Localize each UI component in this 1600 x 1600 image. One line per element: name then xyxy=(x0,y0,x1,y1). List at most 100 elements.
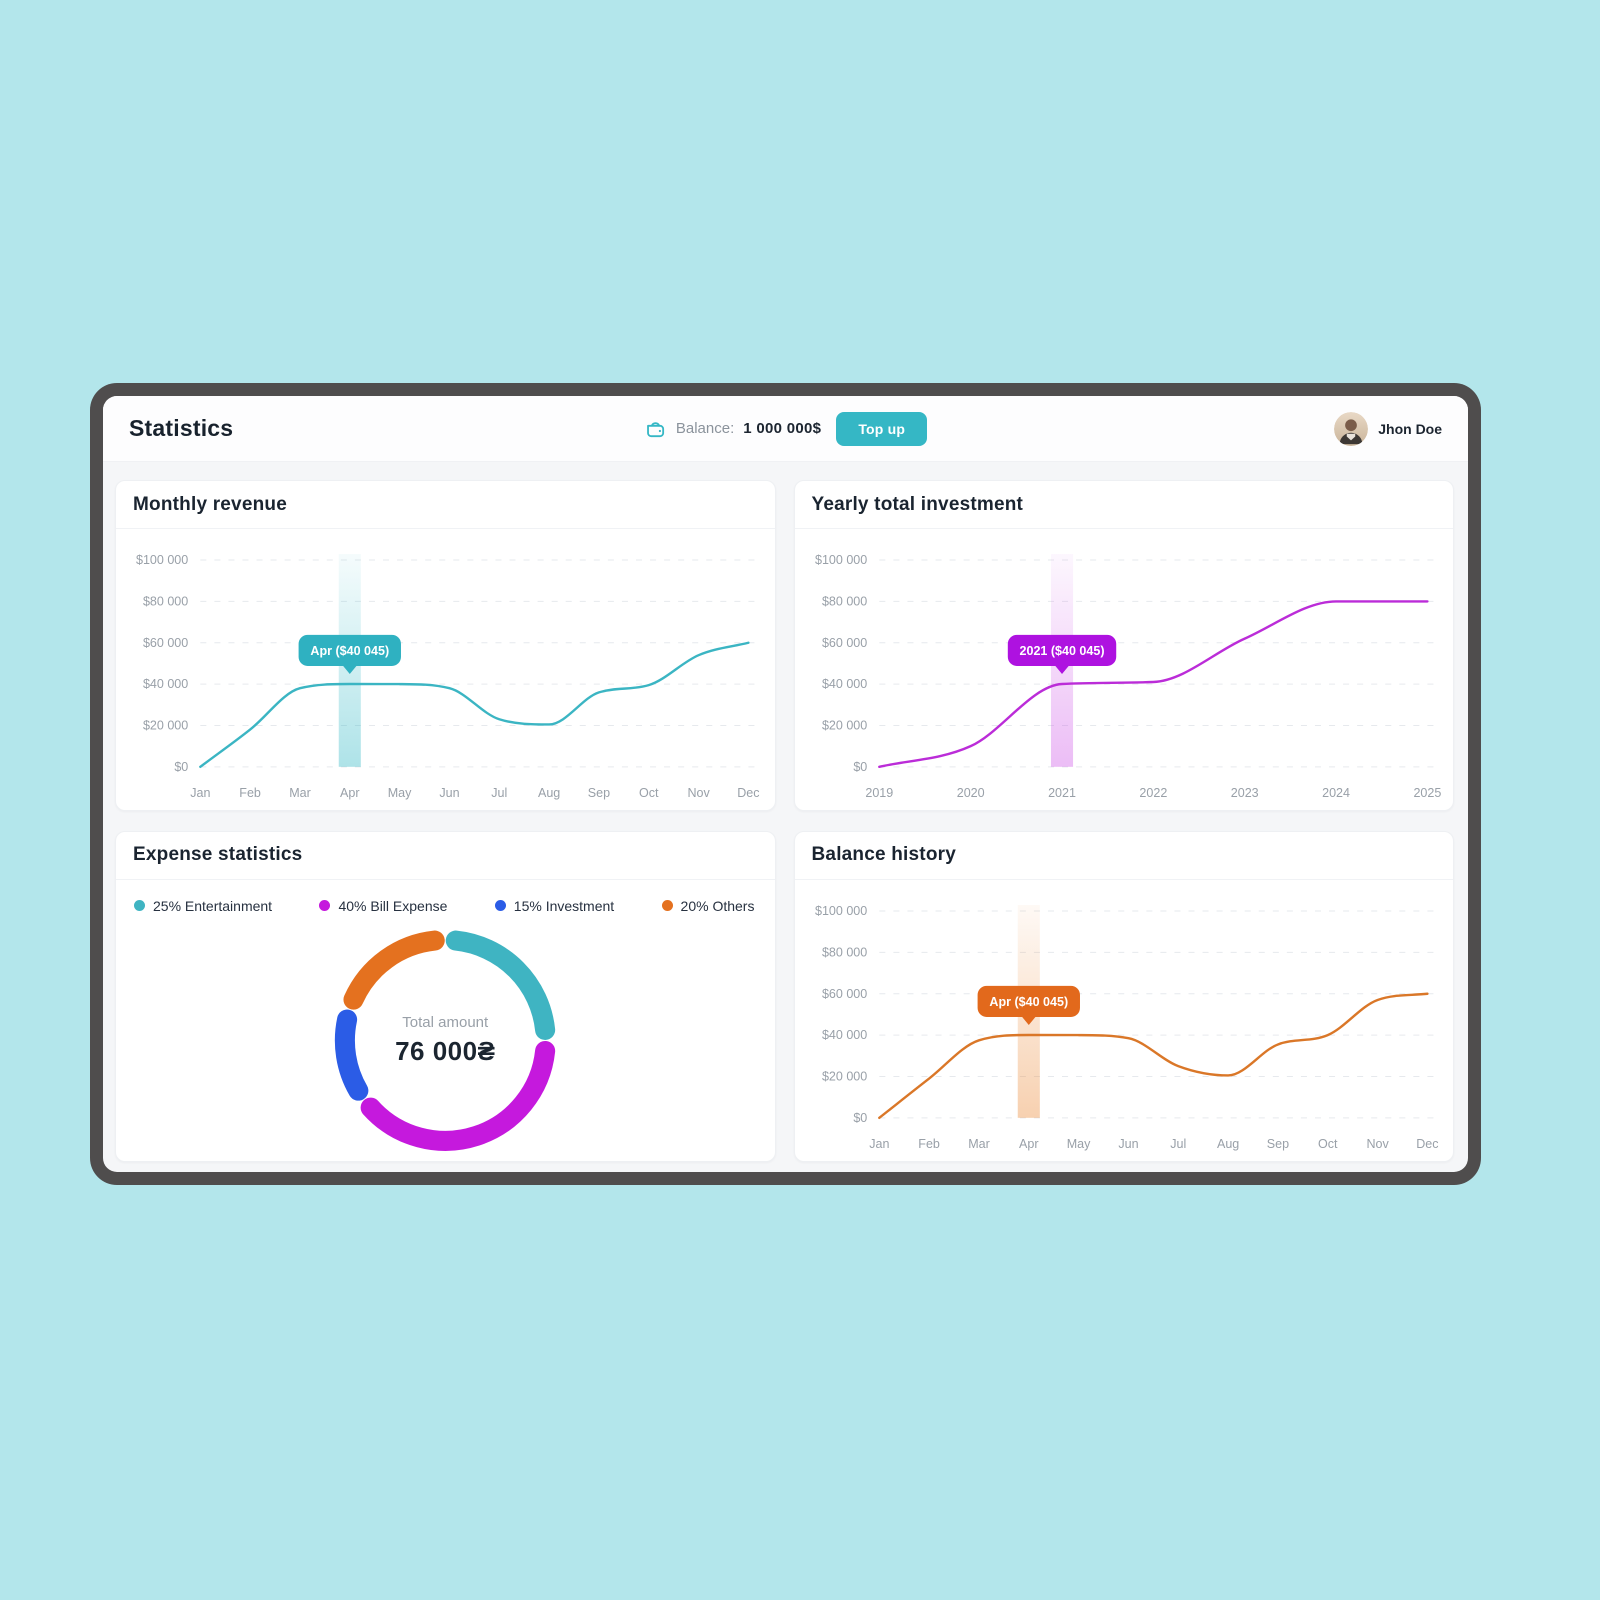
top-up-button[interactable]: Top up xyxy=(836,411,928,446)
donut-segment-bill-expense xyxy=(360,1040,556,1151)
card-title-monthly-revenue: Monthly revenue xyxy=(133,493,287,515)
card-monthly-revenue: Monthly revenue $0 $20 000 $40 000 $60 000 $… xyxy=(115,480,776,811)
card-header: Expense statistics xyxy=(116,832,775,880)
balance-label: Balance: xyxy=(675,420,735,437)
svg-text:2025: 2025 xyxy=(1413,786,1441,800)
expense-donut-chart xyxy=(116,920,775,1161)
card-title-yearly-investment: Yearly total investment xyxy=(811,493,1024,515)
svg-text:2023: 2023 xyxy=(1230,786,1258,800)
donut-wrap: Total amount 76 000₴ xyxy=(116,920,775,1161)
svg-text:Nov: Nov xyxy=(687,786,710,800)
legend-label: 15% Investment xyxy=(513,897,615,914)
legend-label: 25% Entertainment xyxy=(153,897,273,914)
svg-text:$100 000: $100 000 xyxy=(814,904,866,918)
svg-text:Aug: Aug xyxy=(1216,1137,1238,1151)
svg-text:$80 000: $80 000 xyxy=(143,594,188,608)
legend-dot-entertainment xyxy=(134,900,145,912)
monthly-revenue-chart: $0 $20 000 $40 000 $60 000 $80 000 $100 000 Ja… xyxy=(116,529,775,810)
svg-text:$0: $0 xyxy=(853,760,867,774)
svg-text:Jan: Jan xyxy=(869,1137,889,1151)
balance-value: 1 000 000$ xyxy=(743,420,822,437)
series-line xyxy=(877,600,1429,769)
user-avatar xyxy=(1334,411,1369,446)
donut-segment-investment xyxy=(334,1009,369,1101)
card-header: Monthly revenue xyxy=(116,481,775,529)
app-window: Statistics Balance: 1 000 000$ Top up xyxy=(90,383,1481,1185)
svg-text:$20 000: $20 000 xyxy=(821,718,866,732)
monthly-revenue-svg: $0 $20 000 $40 000 $60 000 $80 000 $100 000 Ja… xyxy=(136,553,760,800)
page-title: Statistics xyxy=(129,415,234,441)
svg-text:May: May xyxy=(1066,1137,1090,1151)
dashboard: Statistics Balance: 1 000 000$ Top up xyxy=(103,396,1468,1172)
legend-label: 40% Bill Expense xyxy=(338,897,448,914)
svg-text:2022: 2022 xyxy=(1139,786,1167,800)
svg-text:Sep: Sep xyxy=(588,786,610,800)
svg-text:2024: 2024 xyxy=(1322,786,1350,800)
svg-text:Feb: Feb xyxy=(918,1137,940,1151)
svg-text:Apr ($40 045): Apr ($40 045) xyxy=(310,644,389,658)
legend-item-others: 20% Others xyxy=(661,897,755,914)
wallet-icon xyxy=(644,417,667,440)
svg-text:Dec: Dec xyxy=(1416,1137,1438,1151)
svg-text:Apr: Apr xyxy=(340,786,360,800)
svg-text:$80 000: $80 000 xyxy=(821,945,866,959)
svg-text:$60 000: $60 000 xyxy=(143,636,188,650)
legend-dot-investment xyxy=(494,900,506,912)
svg-text:Feb: Feb xyxy=(239,786,261,800)
balance-history-chart: $0 $20 000 $40 000 $60 000 $80 000 $100 000 Ja… xyxy=(795,880,1454,1161)
svg-text:Jun: Jun xyxy=(1118,1137,1138,1151)
card-balance-history: Balance history $0 $20 000 $40 000 $60 000 $… xyxy=(793,830,1454,1162)
svg-text:Aug: Aug xyxy=(538,786,560,800)
svg-text:Dec: Dec xyxy=(737,786,759,800)
svg-text:$60 000: $60 000 xyxy=(821,987,866,1001)
svg-text:2019: 2019 xyxy=(865,786,893,800)
svg-text:2021 ($40 045): 2021 ($40 045) xyxy=(1019,644,1104,658)
svg-text:Oct: Oct xyxy=(1317,1137,1337,1151)
chart-tooltip: Apr ($40 045) xyxy=(977,985,1080,1025)
svg-text:Mar: Mar xyxy=(968,1137,990,1151)
svg-text:$100 000: $100 000 xyxy=(136,553,188,567)
card-expense-statistics: Expense statistics 25% Entertainment 40%… xyxy=(115,830,776,1162)
series-line xyxy=(877,992,1429,1119)
svg-text:Apr ($40 045): Apr ($40 045) xyxy=(989,995,1068,1009)
donut-segment-entertainment xyxy=(445,930,556,1040)
svg-text:$20 000: $20 000 xyxy=(143,718,188,732)
legend-dot-others xyxy=(661,900,673,912)
svg-text:May: May xyxy=(388,786,412,800)
svg-text:$0: $0 xyxy=(174,760,188,774)
donut-segment-others xyxy=(343,930,445,1010)
card-yearly-investment: Yearly total investment $0 $20 000 $40 000… xyxy=(793,480,1454,811)
svg-text:$100 000: $100 000 xyxy=(814,553,866,567)
legend-item-bill-expense: 40% Bill Expense xyxy=(319,898,447,914)
user-menu[interactable]: Jhon Doe xyxy=(927,411,1443,446)
svg-text:2020: 2020 xyxy=(956,786,984,800)
svg-text:Apr: Apr xyxy=(1019,1137,1039,1151)
yearly-investment-chart: $0 $20 000 $40 000 $60 000 $80 000 $100 000 20… xyxy=(795,529,1454,810)
chart-tooltip: 2021 ($40 045) xyxy=(1007,634,1116,674)
svg-text:$0: $0 xyxy=(853,1111,867,1125)
card-header: Yearly total investment xyxy=(794,481,1453,529)
legend-item-investment: 15% Investment xyxy=(494,897,615,914)
svg-text:$80 000: $80 000 xyxy=(821,594,866,608)
card-title-balance-history: Balance history xyxy=(811,844,956,866)
yearly-investment-svg: $0 $20 000 $40 000 $60 000 $80 000 $100 000 20… xyxy=(814,553,1441,800)
card-title-expense-statistics: Expense statistics xyxy=(133,844,303,866)
chart-tooltip: Apr ($40 045) xyxy=(298,634,401,674)
legend-item-entertainment: 25% Entertainment xyxy=(134,898,272,914)
donut-legend: 25% Entertainment 40% Bill Expense 15% I… xyxy=(116,880,775,920)
svg-text:Sep: Sep xyxy=(1266,1137,1288,1151)
svg-text:$40 000: $40 000 xyxy=(143,677,188,691)
user-name: Jhon Doe xyxy=(1378,420,1443,437)
balance-group: Balance: 1 000 000$ Top up xyxy=(644,411,928,446)
svg-text:Mar: Mar xyxy=(289,786,311,800)
svg-text:$20 000: $20 000 xyxy=(821,1069,866,1083)
dashboard-body: Monthly revenue $0 $20 000 $40 000 $60 000 $… xyxy=(103,462,1468,1172)
expense-statistics-svg xyxy=(334,930,556,1151)
svg-text:Oct: Oct xyxy=(639,786,659,800)
svg-text:$60 000: $60 000 xyxy=(821,636,866,650)
series-line xyxy=(199,641,750,769)
svg-text:$40 000: $40 000 xyxy=(821,677,866,691)
balance-history-svg: $0 $20 000 $40 000 $60 000 $80 000 $100 000 Ja… xyxy=(814,904,1438,1151)
legend-label: 20% Others xyxy=(680,897,755,914)
svg-text:Jun: Jun xyxy=(439,786,459,800)
